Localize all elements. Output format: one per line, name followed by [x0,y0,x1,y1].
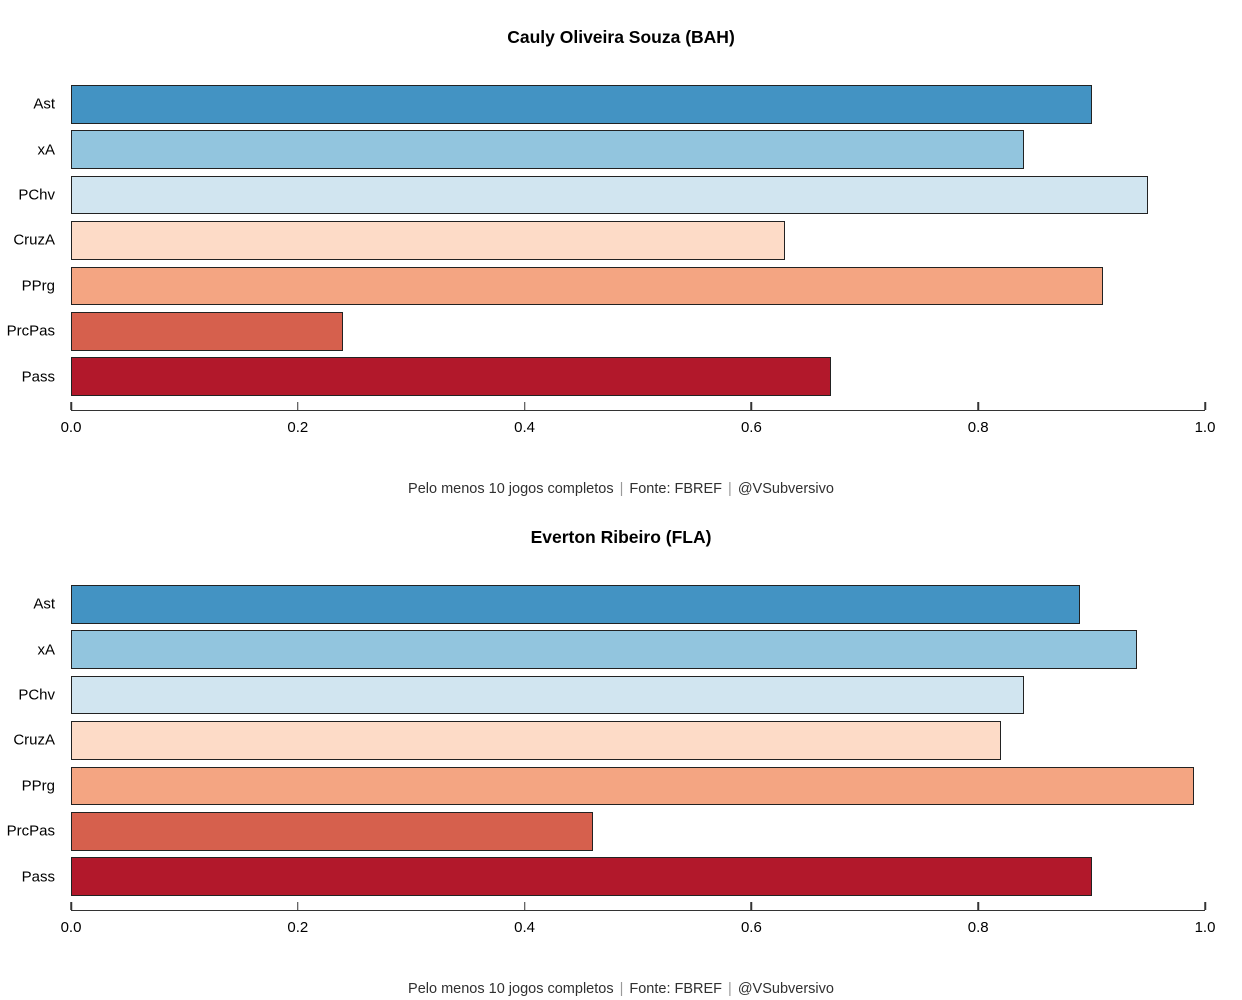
axis-tick [1204,901,1206,910]
caption-text: Pelo menos 10 jogos completos [408,981,614,997]
bar-xa [71,630,1137,669]
axis-tick-label: 0.2 [287,919,309,936]
bar-row: Pass [22,857,1205,896]
caption-separator: | [619,981,624,997]
chart-title: Cauly Oliveira Souza (BAH) [507,27,735,47]
axis-tick-label: 1.0 [1194,419,1216,436]
x-axis: 0.0 0.2 0.4 0.6 0.8 1.0 [61,401,1215,436]
bar-ast [71,585,1081,624]
axis-tick-label: 0.0 [60,919,82,936]
axis-tick-label: 1.0 [1194,919,1216,936]
axis-tick-label: 0.8 [967,919,989,936]
bar-row: CruzA [13,721,1205,760]
bar-row: xA [37,630,1205,669]
bar-row: PChv [18,175,1205,215]
axis-tick [523,901,526,910]
axis-tick [70,401,72,410]
axis-tick [750,401,753,410]
bar-row: PrcPas [7,312,1205,351]
category-label: Pass [21,368,55,386]
category-label: PChv [18,186,55,204]
axis-tick [70,901,72,910]
bar-chart-cauly: Cauly Oliveira Souza (BAH) Ast xA PChv Cruz… [0,27,1242,497]
category-label: PPrg [21,277,55,295]
category-label: xA [37,641,55,659]
axis-tick-label: 0.6 [740,919,762,936]
bar-row: xA [37,130,1205,169]
bar-row: PPrg [22,766,1205,806]
bar-row: Ast [33,585,1205,624]
axis-tick-label: 0.4 [514,419,536,436]
axis-tick-label: 0.8 [967,419,989,436]
bar-row: PPrg [22,266,1205,306]
caption-text: Pelo menos 10 jogos completos [408,481,614,497]
category-label: PPrg [21,777,55,795]
caption-separator: | [728,481,732,497]
caption-text: Fonte: FBREF [629,981,723,997]
category-label: PrcPas [6,822,55,840]
bar-pass [71,357,831,396]
bar-pchv [71,675,1024,715]
category-label: PChv [18,686,55,704]
bar-prcpas [71,312,344,351]
bar-chart-everton: Everton Ribeiro (FLA) Ast xA PChv CruzA PPrg… [0,500,1242,1000]
axis-tick [750,901,753,910]
category-label: Pass [21,868,55,886]
axis-tick [523,401,526,410]
category-label: Ast [33,595,55,613]
bar-row: Ast [33,85,1205,124]
category-label: CruzA [13,231,55,249]
source-caption: Pelo menos 10 jogos completos | Fonte: FBR… [0,981,1242,997]
category-label: Ast [33,95,55,113]
axis-tick-label: 0.4 [514,919,536,936]
bar-row: PChv [18,675,1205,715]
bar-xa [71,130,1024,169]
plot-area: Ast xA PChv CruzA PPrg PrcPas Pass [7,585,1205,901]
bar-cruza [71,221,786,260]
x-axis: 0.0 0.2 0.4 0.6 0.8 1.0 [61,901,1215,936]
bar-row: Pass [22,357,1205,396]
bar-cruza [71,721,1001,760]
axis-tick-label: 0.2 [287,419,309,436]
caption-separator: | [728,981,732,997]
category-label: PrcPas [6,322,55,340]
source-caption: Pelo menos 10 jogos completos | Fonte: FBR… [0,481,1242,497]
bar-pchv [71,175,1149,215]
axis-tick [977,901,979,910]
axis-tick [977,401,979,410]
axis-tick [297,401,299,410]
axis-tick-label: 0.0 [60,419,82,436]
caption-text: @VSubversivo [737,981,834,997]
bar-row: CruzA [13,221,1205,260]
category-label: xA [37,141,55,159]
bar-pass [71,857,1092,896]
bar-pprg [71,266,1103,306]
caption-text: @VSubversivo [737,481,834,497]
axis-tick [297,901,299,910]
bar-row: PrcPas [7,812,1205,851]
caption-separator: | [619,481,624,497]
plot-area: Ast xA PChv CruzA PPrg PrcPas Pass [7,85,1205,401]
chart-title: Everton Ribeiro (FLA) [530,527,712,547]
axis-tick [1204,401,1206,410]
axis-tick-label: 0.6 [740,419,762,436]
bar-prcpas [71,812,593,851]
caption-text: Fonte: FBREF [629,481,723,497]
bar-ast [71,85,1092,124]
bar-pprg [71,766,1194,806]
category-label: CruzA [13,731,55,749]
